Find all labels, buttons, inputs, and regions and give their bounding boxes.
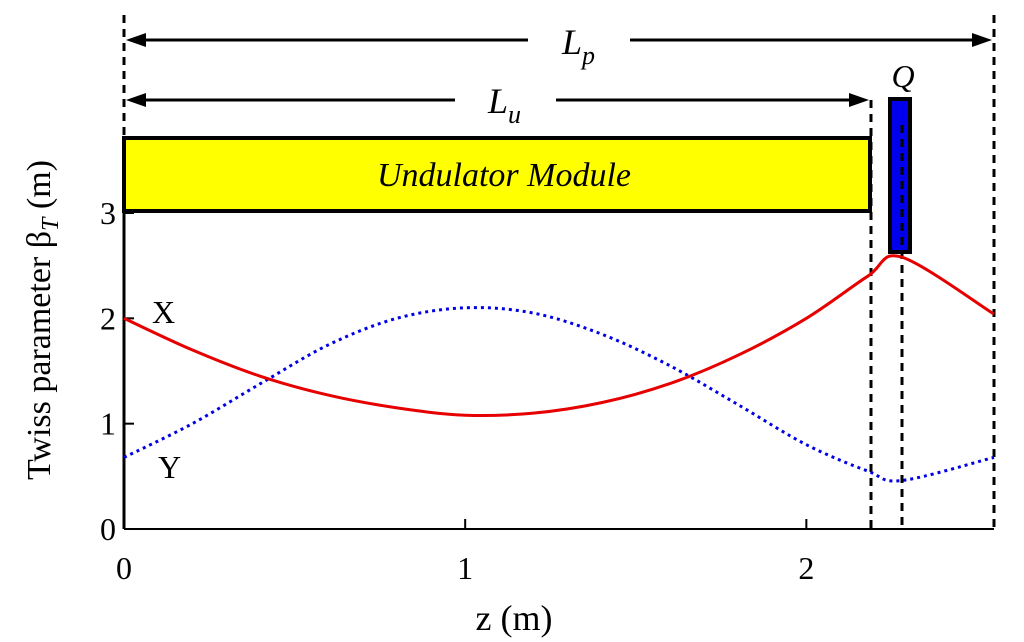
lu-label: Lu xyxy=(487,81,521,129)
x-ticks: 0 1 2 xyxy=(116,519,814,586)
y-tick-label: 0 xyxy=(100,511,116,547)
x-tick-label: 1 xyxy=(457,550,473,586)
quadrupole-label: Q xyxy=(891,58,914,94)
undulator-module-label: Undulator Module xyxy=(377,157,631,194)
y-tick-label: 2 xyxy=(100,300,116,336)
x-axis-label: z (m) xyxy=(476,598,553,638)
quadrupole-magnet xyxy=(888,97,912,254)
x-tick-label: 0 xyxy=(116,550,132,586)
y-tick-label: 1 xyxy=(100,406,116,442)
series-y-line xyxy=(123,306,995,483)
series-x-line xyxy=(123,254,995,418)
lu-dimension-arrow xyxy=(126,93,869,107)
y-axis-label: Twiss parameter βT (m) xyxy=(21,160,64,480)
y-ticks: 0 1 2 3 xyxy=(100,195,134,547)
y-tick-label: 3 xyxy=(100,195,116,231)
x-tick-label: 2 xyxy=(798,550,814,586)
plot-axes xyxy=(122,213,994,530)
series-x-label: X xyxy=(152,294,175,330)
lp-dimension-arrow xyxy=(126,33,992,47)
series-y-label: Y xyxy=(158,449,181,485)
lp-label: Lp xyxy=(561,22,595,70)
